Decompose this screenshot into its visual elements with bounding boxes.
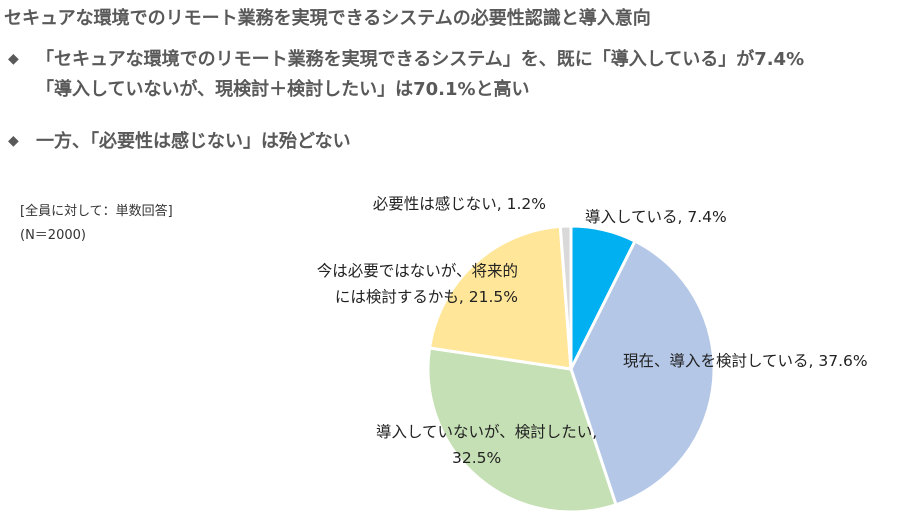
pie-slice-3: [426, 346, 618, 514]
bullet-1-line-1: 「セキュアな環境でのリモート業務を実現できるシステム」を、既に「導入している」が…: [36, 49, 805, 70]
diamond-bullet-icon: ◆: [8, 51, 19, 67]
pie-slice-5: [558, 224, 573, 371]
bullet-2-text: 一方、「必要性は感じない」は殆どない: [36, 131, 351, 152]
page-title: セキュアな環境でのリモート業務を実現できるシステムの必要性認識と導入意向: [4, 8, 651, 29]
sample-size-note: (N＝2000): [20, 228, 86, 243]
bullet-1-line-2: 「導入していないが、現検討＋検討したい」は70.1%と高い: [36, 79, 530, 100]
slice-label-3: 導入していないが、検討したい, 32.5%: [376, 423, 597, 467]
pie-slice-2: [569, 239, 716, 507]
slice-label-1: 導入している, 7.4%: [585, 208, 727, 226]
pie-slice-4: [428, 224, 573, 371]
summary-bullet-1: ◆ 「セキュアな環境でのリモート業務を実現できるシステム」を、既に「導入している」…: [8, 44, 804, 105]
slice-label-5: 必要性は感じない, 1.2%: [373, 195, 546, 213]
slice-label-2: 現在、導入を検討している, 37.6%: [623, 352, 868, 370]
diamond-bullet-icon: ◆: [8, 133, 19, 149]
summary-bullet-2: ◆ 一方、「必要性は感じない」は殆どない: [8, 126, 351, 157]
answer-base-note: [全員に対して：単数回答]: [20, 204, 173, 219]
slice-label-4: 今は必要ではないが、将来的には検討するかも, 21.5%: [317, 262, 518, 306]
